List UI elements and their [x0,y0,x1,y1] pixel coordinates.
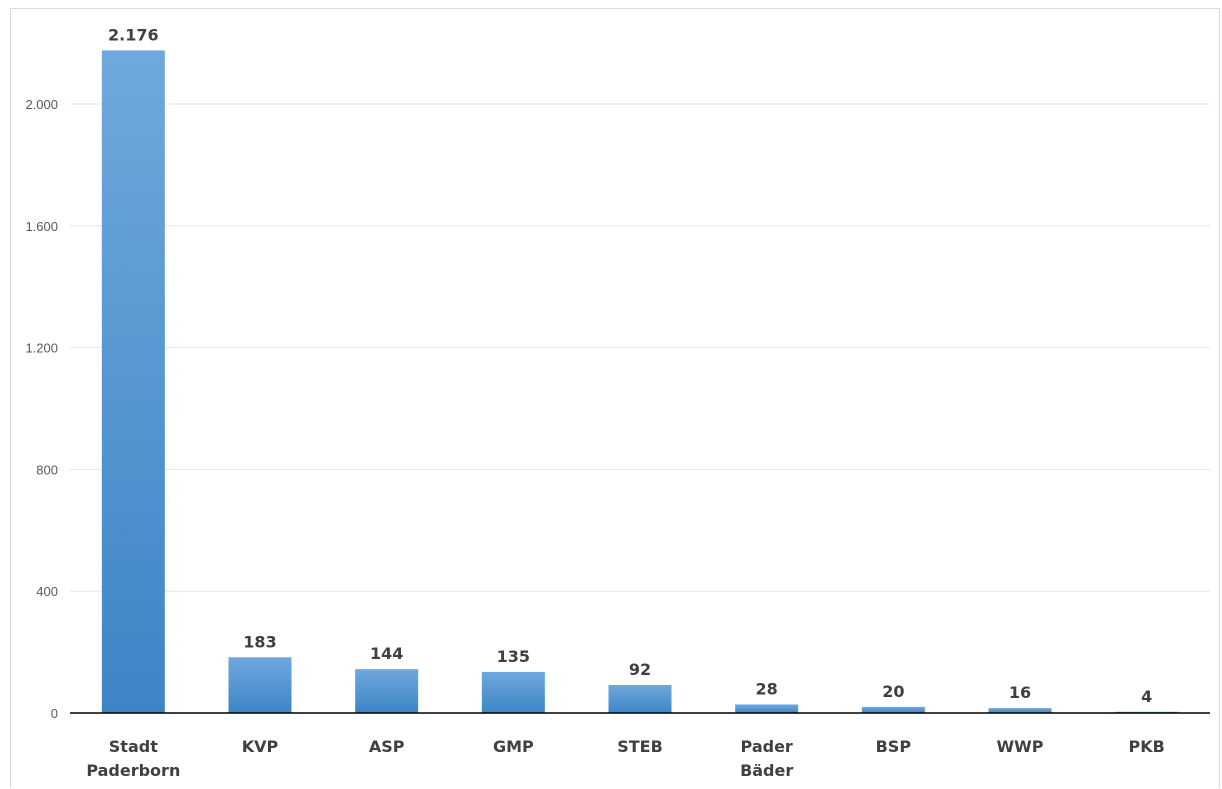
data-label: 92 [629,660,651,679]
y-axis-ticks: 0 400 800 1.200 1.600 2.000 [25,97,58,721]
bar [988,708,1052,713]
x-tick-label: STEB [617,737,663,756]
data-label: 16 [1009,683,1031,702]
x-tick-label: BSP [876,737,912,756]
y-tick-label: 800 [36,462,58,477]
chart-frame [10,8,1220,788]
bar [608,684,672,713]
y-tick-label: 0 [51,706,58,721]
data-label: 2.176 [108,25,159,44]
data-label: 183 [243,632,276,651]
data-label: 144 [370,644,403,663]
y-tick-label: 400 [36,584,58,599]
x-axis-labels: Stadt Paderborn KVP ASP GMP STEB Pader Bäder BSP… [86,737,1165,780]
y-tick-label: 1.600 [25,219,58,234]
y-tick-label: 1.200 [25,341,58,356]
bar [735,704,799,713]
bar [101,50,165,713]
x-tick-label: GMP [493,737,534,756]
data-label: 20 [882,682,904,701]
x-tick-label: Stadt Paderborn [86,737,180,780]
x-tick-label: ASP [369,737,405,756]
bar [861,706,925,713]
bar [481,671,545,713]
data-labels: 2.176 183 144 135 92 28 20 16 4 [108,25,1152,705]
x-tick-label: WWP [996,737,1043,756]
bar [228,657,292,713]
data-label: 28 [756,679,778,698]
x-tick-label: Pader Bäder [740,737,793,780]
data-label: 135 [497,647,530,666]
bar [355,669,419,713]
y-tick-label: 2.000 [25,97,58,112]
bars [101,50,1179,713]
gridlines [70,103,1210,592]
x-tick-label: KVP [242,737,279,756]
x-tick-label: PKB [1129,737,1165,756]
data-label: 4 [1141,687,1152,706]
